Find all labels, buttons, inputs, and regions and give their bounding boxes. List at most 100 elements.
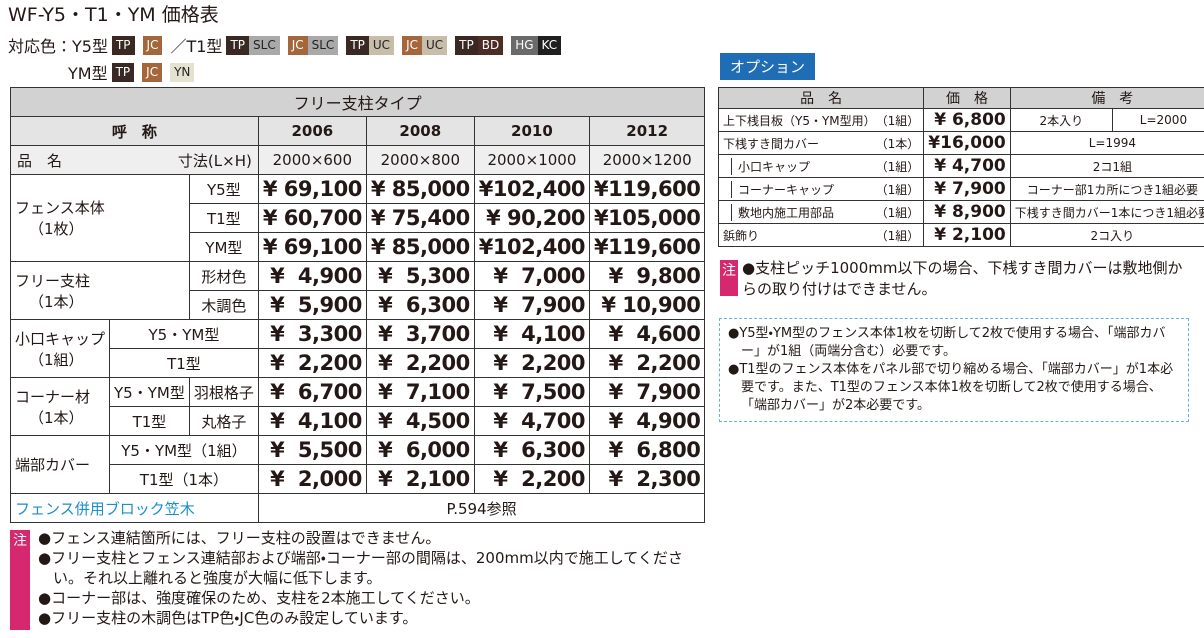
option-row: 下桟すき間カバー （1本） ¥16,000 L=1994 [717,131,1204,155]
price: ¥ 2,200 [473,348,591,378]
model: 2008 [365,116,475,146]
color-chip: JC UC [402,35,448,55]
color-chip: JC [142,62,163,82]
group-name: 小口キャップ （1組） [9,319,111,378]
option-name: 敷地内施工用部品 [738,205,835,220]
row-label: Y5・YM型 [109,377,190,407]
row-label: 形材色 [188,261,259,291]
price: ¥ 7,100 [365,377,475,407]
option-unit: （1組） [875,113,920,128]
option-name-cell: 鋲飾り （1組） [717,223,925,247]
chip-part: TP [226,35,250,55]
price: ¥ 7,900 [589,377,706,407]
option-name: 小口キャップ [738,159,811,174]
price: ¥ 2,100 [365,464,475,494]
price: ¥102,400 [473,232,591,262]
size: 2000×1200 [589,145,706,175]
price-row: 端部カバー Y5・YM型（1組） ¥ 5,500 ¥ 6,000 ¥ 6,300 ¥ 6,… [9,435,706,494]
price-row: フェンス本体 （1枚） Y5型 ¥ 69,100 ¥ 85,000 ¥102,400 ¥11… [10,174,706,262]
color-row: YM型 TP JC YN [68,60,198,84]
row-label: 木調色 [188,290,259,320]
title: WF-Y5・T1・YM 価格表 [8,4,219,26]
price: ¥ 85,000 [365,232,475,262]
price: ¥ 4,600 [589,319,706,349]
row-label: T1型 [109,406,190,436]
label-pair: 品 名 寸法(L×H) [17,150,252,171]
price-row: T1型 ¥ 60,700 ¥ 75,400 ¥ 90,200 ¥105,000 [11,203,706,233]
row-label-cell: T1型 [109,348,259,378]
model: 2012 [589,116,706,146]
model: 2010 [473,116,591,146]
option-remark: L=1994 [1009,131,1204,155]
color-chip: TP [111,35,135,55]
row-label: T1型 [139,470,174,489]
option-unit: （1組） [875,205,920,220]
price-row: YM型 ¥ 69,100 ¥ 85,000 ¥102,400 ¥119,600 [11,232,706,262]
chip-part: SLC [307,35,339,55]
price: ¥ 6,300 [365,290,475,320]
price: ¥ 4,100 [257,406,367,436]
option-col: 価 格 [923,87,1011,109]
price-row: T1型 丸格子 ¥ 4,100 ¥ 4,500 ¥ 4,700 ¥ 4,900 [11,406,706,436]
price: ¥ 4,700 [473,406,591,436]
price: ¥105,000 [589,203,706,233]
option-name-wrap: コーナーキャップ （1組） [731,180,919,198]
row-sub: 丸格子 [188,406,259,436]
row-label: YM型 [188,232,259,262]
note-item: ●コーナー部は、強度確保のため、支柱を2本施工してください。 [38,589,480,607]
size: 2000×600 [257,145,367,175]
size: 2000×1000 [473,145,591,175]
option-row: コーナーキャップ （1組） ¥ 7,900 コーナー部1カ所につき1組必要 [717,177,1204,201]
name-label-cell: 品 名 寸法(L×H) [10,145,259,175]
group-title: 小口キャップ [15,329,106,348]
option-name-cell: 敷地内施工用部品 （1組） [717,200,925,224]
chip-part: JC [142,62,163,82]
group-title: コーナー材 [15,387,91,406]
info-box: ●Y5型・YM型のフェンス本体1枚を切断して2枚で使用する場合、「端部カバー」が… [719,318,1189,422]
model-label: 呼 称 [10,116,259,146]
row-label-cell: Y5・YM型（1組） [109,435,259,465]
row-sub: 羽根格子 [188,377,259,407]
color-label: YM型 [68,64,108,83]
group-name: フェンス本体 （1枚） [10,174,190,262]
price-row: 小口キャップ （1組） Y5・YM型 ¥ 3,300 ¥ 3,700 ¥ 4,100 ¥ 4… [9,319,706,378]
color-chip: HG KC [511,35,562,55]
option-name: コーナーキャップ [738,182,835,197]
name-label: 品 名 [17,151,63,170]
price: ¥ 2,200 [589,348,706,378]
size: 2000×800 [365,145,475,175]
table-header: フリー支柱タイプ [9,87,706,117]
price-row: T1型（1本） ¥ 2,000 ¥ 2,100 ¥ 2,200 ¥ 2,300 [11,464,706,494]
group-unit: （1枚） [29,220,84,238]
group-name: 端部カバー [9,435,111,494]
footer-item: フェンス併用ブロック笠木 [10,493,259,523]
color-label: ／T1型 [170,37,223,56]
chip-part: TP [346,35,369,55]
price: ¥ 6,700 [257,377,367,407]
size-label: 寸法(L×H) [177,151,252,170]
color-label: 対応色：Y5型 [8,37,108,56]
price: ¥ 85,000 [365,174,475,204]
option-name: 下桟すき間カバー [723,136,820,151]
option-remark: コーナー部1カ所につき1組必要 [1009,177,1204,201]
price: ¥ 6,800 [589,435,706,465]
price: ¥ 2,000 [257,464,367,494]
color-chip: YN [170,62,195,82]
price: ¥102,400 [473,174,591,204]
price: ¥ 10,900 [589,290,706,320]
price: ¥ 6,000 [365,435,475,465]
option-row: 小口キャップ （1組） ¥ 4,700 2コ1組 [717,154,1204,178]
row-label: T1型 [167,354,201,373]
option-row: 敷地内施工用部品 （1組） ¥ 8,900 下桟すき間カバー1本につき1組必要 [717,200,1204,224]
option-row: 上下桟目板（Y5・YM型用） （1組） ¥ 6,800 2本入り L=2000 [717,108,1204,132]
option-price: ¥ 8,900 [923,200,1011,224]
price: ¥ 5,900 [257,290,367,320]
option-remark: 2コ1組 [1009,154,1204,178]
option-name-wrap: 小口キャップ （1組） [731,157,919,175]
option-name-wrap: 敷地内施工用部品 （1組） [731,203,920,221]
price: ¥119,600 [589,232,706,262]
chip-part: UC [368,35,395,55]
price: ¥ 5,500 [257,435,367,465]
row-qty: （1組） [192,441,247,460]
